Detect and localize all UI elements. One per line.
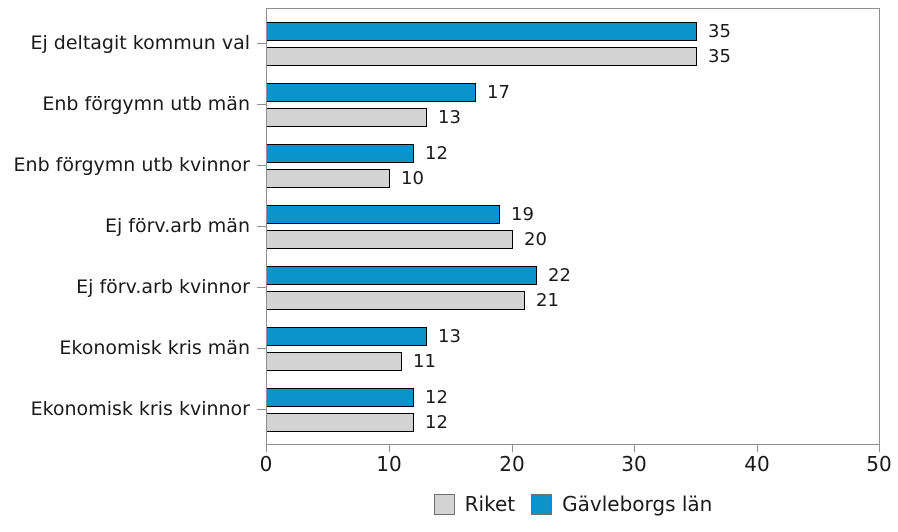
x-axis-tick	[512, 445, 513, 452]
bar-value-label: 17	[487, 82, 510, 103]
bar-gavleborgs-lan	[267, 83, 476, 102]
legend-item-gavleborgs-lan: Gävleborgs län	[531, 492, 712, 516]
x-tick-label: 0	[259, 452, 273, 476]
x-axis-tick	[266, 445, 267, 452]
bar-gavleborgs-lan	[267, 205, 500, 224]
bar-value-label: 12	[425, 412, 448, 433]
x-tick-label: 50	[866, 452, 892, 476]
bar-gavleborgs-lan	[267, 388, 414, 407]
category-label-ej-forv-arb-man: Ej förv.arb män	[104, 215, 250, 237]
x-axis-tick	[634, 445, 635, 452]
bar-value-label: 21	[536, 290, 559, 311]
legend: Riket Gävleborgs län	[266, 492, 880, 516]
x-tick-label: 30	[621, 452, 647, 476]
bar-riket	[267, 230, 513, 249]
y-axis-tick	[257, 348, 266, 349]
bar-value-label: 35	[708, 21, 731, 42]
bar-riket	[267, 413, 414, 432]
bar-gavleborgs-lan	[267, 327, 427, 346]
y-axis-tick	[257, 287, 266, 288]
x-tick-label: 20	[499, 452, 525, 476]
category-label-ekonomisk-kris-man: Ekonomisk kris män	[59, 337, 250, 359]
plot-area: 35 35 17 13 12 10 19 20 22 21 13 11 12 12	[266, 8, 880, 445]
category-label-ej-deltagit-kommun-val: Ej deltagit kommun val	[30, 32, 250, 54]
y-axis-tick	[257, 226, 266, 227]
bar-gavleborgs-lan	[267, 22, 697, 41]
y-axis-tick	[257, 165, 266, 166]
y-axis-tick	[257, 409, 266, 410]
bar-gavleborgs-lan	[267, 266, 537, 285]
bar-riket	[267, 47, 697, 66]
x-axis-tick	[757, 445, 758, 452]
category-label-enb-forgymn-utb-kvinnor: Enb förgymn utb kvinnor	[13, 154, 250, 176]
bar-value-label: 19	[511, 204, 534, 225]
bar-riket	[267, 169, 390, 188]
bar-gavleborgs-lan	[267, 144, 414, 163]
y-axis-tick	[257, 104, 266, 105]
bar-value-label: 35	[708, 46, 731, 67]
bar-riket	[267, 108, 427, 127]
x-tick-label: 40	[744, 452, 770, 476]
bar-value-label: 11	[413, 351, 436, 372]
x-axis-tick	[389, 445, 390, 452]
legend-label: Gävleborgs län	[562, 492, 713, 516]
x-axis-tick	[879, 445, 880, 452]
bar-value-label: 13	[438, 107, 461, 128]
legend-swatch-riket	[433, 493, 455, 515]
y-axis-tick	[257, 43, 266, 44]
bar-riket	[267, 352, 402, 371]
bar-riket	[267, 291, 525, 310]
bar-value-label: 22	[548, 265, 571, 286]
legend-label: Riket	[464, 492, 516, 516]
bar-value-label: 20	[524, 229, 547, 250]
category-label-ej-forv-arb-kvinnor: Ej förv.arb kvinnor	[76, 276, 250, 298]
legend-swatch-gavleborgs-lan	[531, 493, 553, 515]
category-label-enb-forgymn-utb-man: Enb förgymn utb män	[42, 93, 250, 115]
category-label-ekonomisk-kris-kvinnor: Ekonomisk kris kvinnor	[30, 398, 250, 420]
bar-value-label: 12	[425, 143, 448, 164]
x-tick-label: 10	[376, 452, 402, 476]
bar-value-label: 12	[425, 387, 448, 408]
bar-value-label: 13	[438, 326, 461, 347]
bar-value-label: 10	[401, 168, 424, 189]
legend-item-riket: Riket	[433, 492, 516, 516]
